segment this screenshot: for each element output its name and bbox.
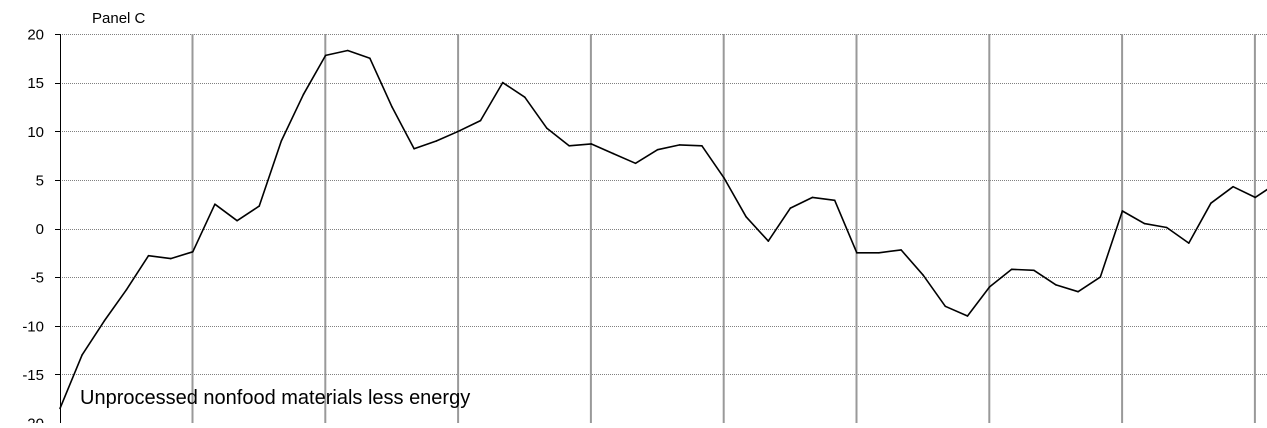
data-point [878, 252, 880, 254]
data-point [369, 57, 371, 60]
data-point [169, 257, 172, 260]
data-point [1210, 202, 1212, 204]
data-point [435, 140, 438, 142]
data-point [457, 130, 460, 133]
data-point [1077, 290, 1079, 293]
data-point [125, 289, 128, 291]
data-point [1010, 268, 1013, 271]
chart-title: Panel C [92, 10, 146, 27]
data-point [701, 145, 703, 147]
data-point [413, 148, 415, 150]
data-point [324, 54, 327, 57]
data-point [856, 252, 858, 254]
data-point [546, 127, 548, 130]
data-point [811, 196, 814, 199]
y-tick-label: 5 [36, 172, 44, 189]
data-point [1143, 222, 1146, 225]
data-point [966, 315, 969, 317]
data-point [479, 119, 482, 122]
data-point [59, 407, 61, 410]
grid-lines [60, 34, 1267, 423]
series-line [59, 49, 1267, 409]
data-point [612, 152, 615, 155]
data-point [1165, 226, 1168, 229]
data-point [1099, 276, 1102, 278]
data-point [501, 81, 504, 84]
y-tick-label: -5 [31, 270, 44, 287]
data-point [1232, 185, 1234, 188]
chart-annotation: Unprocessed nonfood materials less energ… [80, 387, 470, 409]
data-point [678, 144, 681, 146]
data-point [214, 203, 216, 205]
y-tick-label: -10 [22, 318, 44, 335]
data-point [81, 354, 83, 356]
data-point [988, 286, 991, 288]
data-point [524, 96, 526, 98]
data-point [767, 240, 770, 242]
y-tick-label: 10 [27, 124, 44, 141]
data-point [147, 254, 150, 257]
data-point [1033, 269, 1035, 272]
data-point [944, 305, 947, 308]
data-point [789, 207, 792, 209]
data-point [192, 251, 194, 253]
data-point [656, 148, 659, 151]
data-point [103, 320, 106, 322]
y-tick-label: -20 [22, 416, 44, 424]
data-point [1254, 196, 1256, 199]
y-tick-label: 15 [27, 75, 44, 92]
data-point [922, 274, 924, 277]
y-axis: 20 15 10 5 0 -5 -10 -15 -20 [22, 27, 61, 428]
data-point [900, 249, 902, 251]
data-point [236, 219, 238, 222]
data-point [745, 216, 747, 218]
y-tick-label: 20 [27, 27, 44, 44]
data-point [723, 177, 725, 179]
data-point [391, 106, 393, 108]
data-point [302, 93, 305, 96]
data-point [1188, 242, 1190, 244]
data-point [833, 199, 836, 202]
data-point [634, 162, 637, 165]
data-point [346, 49, 349, 52]
data-point [568, 145, 570, 147]
data-points [59, 49, 1256, 410]
data-point [280, 140, 283, 142]
data-point [590, 143, 592, 145]
data-point [1121, 210, 1124, 212]
y-tick-label: -15 [22, 367, 44, 384]
data-point [1055, 284, 1057, 286]
y-tick-label: 0 [36, 221, 44, 238]
data-point [258, 205, 261, 207]
